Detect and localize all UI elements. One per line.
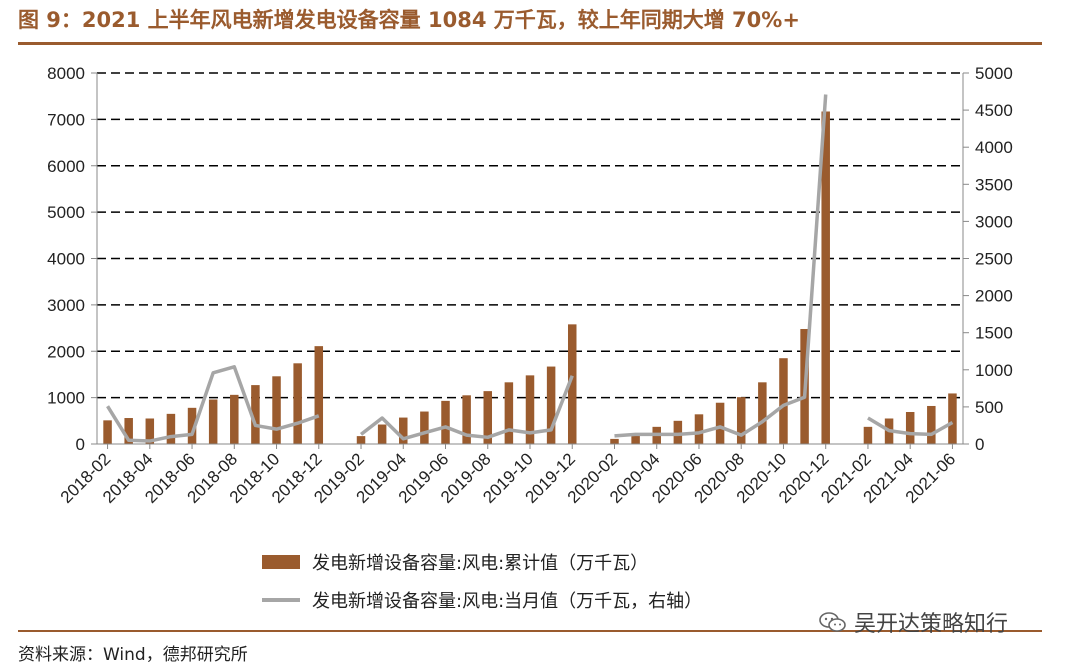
bar [758,382,767,444]
bar [694,414,704,444]
bar [504,382,514,444]
bar [420,411,429,444]
right-tick-label: 2000 [975,287,1013,306]
bar [631,434,640,444]
bar [610,438,619,444]
left-tick-label: 1000 [47,389,85,408]
right-tick-label: 3000 [975,212,1013,231]
bar [948,393,957,444]
watermark: 吴开达策略知行 [818,606,1008,638]
line-series-segment [106,365,320,443]
right-tick-label: 2500 [975,250,1013,269]
bar [187,407,197,444]
right-tick-label: 4000 [975,138,1013,157]
bar [779,358,788,444]
bar [208,399,218,444]
bar [377,424,387,444]
left-tick-label: 2000 [47,342,85,361]
wechat-icon [819,612,846,632]
bar [314,346,324,444]
line-series-segment [867,416,954,437]
legend-label-cumulative: 发电新增设备容量:风电:累计值（万千瓦） [312,553,648,574]
watermark-text: 吴开达策略知行 [854,612,1009,637]
right-tick-label: 3500 [975,175,1013,194]
bar [272,376,281,444]
bar [251,385,260,444]
bar-layer [103,111,957,445]
bar [124,418,133,444]
bar [441,400,450,444]
bar [166,413,176,444]
right-tick-label: 1000 [975,361,1013,380]
bar [356,436,366,444]
left-tick-label: 0 [76,435,85,454]
footer-divider [18,630,1042,632]
title-divider [18,42,1042,45]
bar [821,111,830,445]
right-tick-label: 1500 [975,324,1013,343]
bar [293,363,302,444]
figure-title: 图 9：2021 上半年风电新增发电设备容量 1084 万千瓦，较上年同期大增 … [18,8,800,32]
left-tick-label: 4000 [47,250,85,269]
bar [715,402,725,444]
left-tick-label: 7000 [47,110,85,129]
bar [905,412,915,444]
bar [736,397,746,444]
bar [567,324,577,444]
bar [673,420,683,444]
right-tick-label: 500 [975,398,1003,417]
line-series-segment [359,375,574,441]
bar [399,417,408,444]
grid-layer [97,72,963,399]
bar [230,394,239,444]
bar [462,395,471,444]
left-tick-label: 5000 [47,203,85,222]
left-tick-label: 6000 [47,157,85,176]
line-series-segment [614,94,828,438]
bar [145,418,155,444]
bar [483,391,493,444]
source-note: 资料来源：Wind，德邦研究所 [18,645,248,665]
bar [863,426,873,444]
right-tick-label: 4500 [975,101,1013,120]
right-tick-label: 5000 [975,64,1013,83]
bar [927,405,936,444]
line-layer [106,94,954,443]
bar [546,366,556,444]
left-tick-label: 3000 [47,296,85,315]
legend-swatch-bar [262,555,300,569]
legend: 发电新增设备容量:风电:累计值（万千瓦） 发电新增设备容量:风电:当月值（万千瓦，… [262,553,702,612]
right-tick-label: 0 [975,435,984,454]
bar [103,420,112,444]
bar [525,375,535,444]
left-tick-label: 8000 [47,64,85,83]
legend-label-monthly: 发电新增设备容量:风电:当月值（万千瓦，右轴） [312,591,702,612]
